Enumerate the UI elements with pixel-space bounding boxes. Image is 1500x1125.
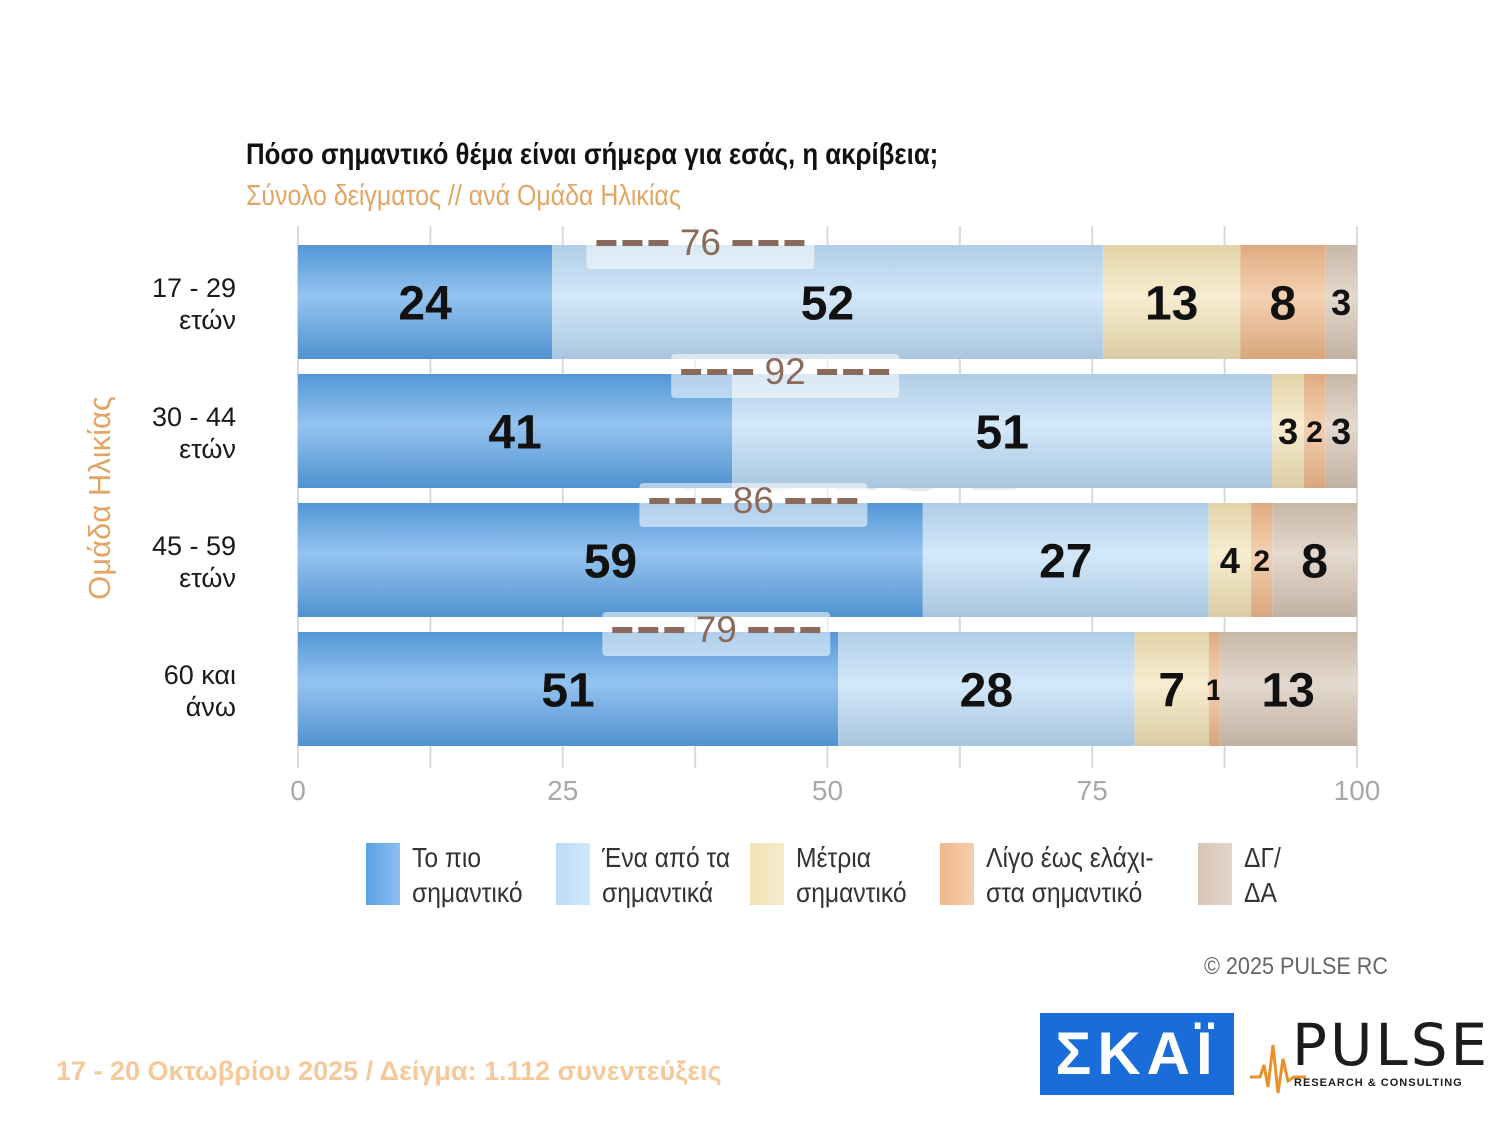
pulse-logo-text: PULSE: [1292, 1011, 1491, 1079]
pulse-logo: PULSE RESEARCH & CONSULTING: [1248, 1011, 1487, 1097]
chart-subtitle: Σύνολο δείγματος // ανά Ομάδα Ηλικίας: [246, 180, 681, 212]
bar-segment: [1208, 632, 1220, 746]
legend-label: Λίγο έως ελάχι-στα σημαντικό: [986, 842, 1154, 908]
data-label: 51: [541, 664, 594, 717]
legend-swatch: [750, 843, 784, 905]
bar-segment: [1251, 503, 1273, 617]
category-label: 60 και άνω: [164, 660, 236, 722]
y-axis-title: Ομάδα Ηλικίας: [82, 396, 117, 600]
x-tick-label: 25: [547, 775, 578, 806]
total-label: 92: [765, 351, 806, 392]
data-label: 24: [398, 277, 452, 330]
legend-label: Μέτρια σημαντικό: [796, 842, 907, 908]
bar-segment: [298, 374, 733, 488]
bar-segment: [1134, 632, 1209, 746]
chart-title: Πόσο σημαντικό θέμα είναι σήμερα για εσά…: [246, 138, 939, 171]
copyright-text: © 2025 PULSE RC: [1204, 953, 1389, 980]
x-tick-label: 50: [812, 775, 843, 806]
data-label: 3: [1278, 411, 1298, 452]
data-label: 28: [960, 664, 1013, 717]
footer-survey-info: 17 - 20 Οκτωβρίου 2025 / Δείγμα: 1.112 σ…: [56, 1056, 722, 1086]
data-label: 3: [1331, 411, 1351, 452]
total-badge: [602, 612, 831, 656]
category-label: 30 - 44 ετών: [152, 402, 236, 464]
bar-segment: [1208, 503, 1252, 617]
total-badge: [639, 483, 868, 527]
bar-segment: [1325, 245, 1357, 359]
skai-logo-text: ΣΚΑΪ: [1055, 1020, 1219, 1087]
bar-segment: [1325, 374, 1357, 488]
bar-segment: [1240, 245, 1326, 359]
legend-label: Ένα από τα σημαντικά: [602, 842, 731, 908]
legend-label: ΔΓ/ΔΑ: [1244, 842, 1281, 908]
total-badge: [671, 354, 900, 398]
data-label: 51: [976, 406, 1029, 459]
x-tick-label: 75: [1077, 775, 1108, 806]
data-label: 41: [488, 406, 541, 459]
data-label: 3: [1331, 282, 1351, 323]
bar-segment: [1102, 245, 1241, 359]
bar-segment: [922, 503, 1209, 617]
x-tick-label: 0: [290, 775, 306, 806]
category-label: 17 - 29 ετών: [152, 273, 236, 335]
bar-segment: [1304, 374, 1326, 488]
data-label: 2: [1306, 416, 1323, 449]
category-label: 45 - 59 ετών: [152, 531, 236, 593]
legend-label: Το πιο σημαντικό: [412, 842, 523, 908]
legend-swatch: [1198, 843, 1232, 905]
data-label: 4: [1220, 540, 1240, 581]
legend-swatch: [556, 843, 590, 905]
bar-segment: [1272, 374, 1305, 488]
data-label: 13: [1145, 277, 1198, 330]
data-label: 27: [1039, 535, 1092, 588]
pulse-wave-icon: [1250, 1044, 1306, 1094]
legend-swatch: [366, 843, 400, 905]
bar-segment: [298, 245, 553, 359]
total-label: 79: [696, 609, 737, 650]
data-label: 7: [1158, 664, 1185, 717]
data-label: 59: [584, 535, 637, 588]
total-badge: [586, 225, 815, 269]
bar-segment: [1219, 632, 1357, 746]
bar-segment: [1272, 503, 1357, 617]
skai-logo: ΣΚΑΪ: [1040, 1013, 1234, 1095]
pulse-logo-subtitle: RESEARCH & CONSULTING: [1294, 1077, 1463, 1089]
bar-segment: [838, 632, 1135, 746]
data-label: 8: [1301, 535, 1328, 588]
data-label: 8: [1270, 277, 1297, 330]
x-tick-label: 100: [1334, 775, 1381, 806]
data-label: 13: [1261, 664, 1314, 717]
data-label: 2: [1253, 545, 1270, 578]
data-label: 1: [1206, 674, 1223, 707]
legend-swatch: [940, 843, 974, 905]
data-label: 52: [801, 277, 854, 330]
total-label: 76: [680, 222, 721, 263]
total-label: 86: [733, 480, 774, 521]
